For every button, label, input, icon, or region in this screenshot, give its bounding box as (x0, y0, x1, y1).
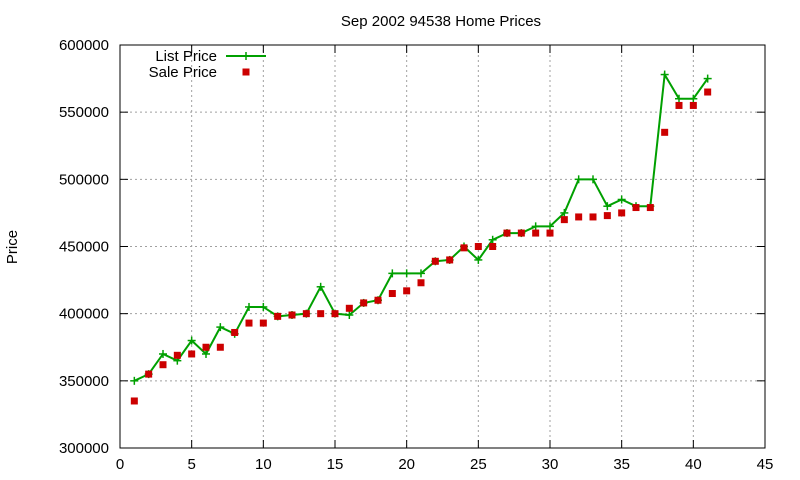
sale-price-point (403, 287, 411, 295)
sale-price-point (302, 310, 310, 318)
sale-price-point (661, 128, 669, 136)
list-price-point (574, 175, 583, 184)
sale-price-point (474, 243, 482, 250)
list-price-point (216, 323, 225, 332)
grid (120, 45, 765, 448)
list-price-point (316, 282, 325, 291)
x-tick-label: 5 (187, 456, 195, 473)
series-layer (130, 70, 712, 405)
chart-title: Sep 2002 94538 Home Prices (341, 13, 541, 30)
sale-price-point (446, 256, 454, 264)
x-tick-label: 25 (470, 456, 487, 473)
y-tick-label: 350000 (59, 373, 109, 390)
x-tick-label: 35 (613, 456, 630, 473)
list-price-point (345, 311, 354, 320)
sale-price-point (360, 299, 368, 307)
sale-price-point (288, 311, 296, 319)
list-price-point (474, 255, 483, 264)
legend-swatch-marker (242, 52, 250, 60)
list-price-point (689, 94, 698, 103)
sale-price-point (188, 350, 196, 358)
y-tick-label: 300000 (59, 440, 109, 457)
x-tick-label: 10 (255, 456, 272, 473)
sale-price-point (245, 319, 253, 327)
sale-price-point (689, 101, 697, 109)
sale-price-point (388, 290, 396, 298)
list-price-point (130, 376, 139, 385)
list-price-point (675, 94, 683, 103)
sale-price-point (173, 351, 181, 359)
list-price-point (703, 74, 712, 83)
sale-price-series (130, 88, 712, 405)
sale-price-point (374, 296, 382, 304)
sale-price-point (159, 361, 167, 369)
sale-price-point (618, 209, 626, 217)
plot-frame (119, 44, 766, 449)
list-price-point (589, 175, 597, 184)
sale-price-point (331, 310, 339, 318)
x-tick-label: 15 (327, 456, 344, 473)
y-tick-label: 550000 (59, 104, 109, 121)
sale-price-point (503, 229, 511, 237)
list-price-point (546, 222, 554, 231)
sale-price-point (130, 397, 138, 405)
sale-price-point (202, 343, 210, 351)
sale-price-point (603, 212, 611, 220)
legend-swatch-marker (242, 68, 250, 76)
x-tick-label: 0 (116, 456, 124, 473)
sale-price-point (259, 319, 267, 327)
list-price-point (402, 269, 411, 278)
sale-price-point (532, 229, 540, 237)
list-price-point (245, 302, 253, 311)
list-price-point (531, 222, 540, 231)
sale-price-point (216, 343, 224, 351)
sale-price-point (274, 312, 282, 320)
x-tick-label: 20 (398, 456, 415, 473)
y-tick-label: 400000 (59, 306, 109, 323)
y-tick-label: 500000 (59, 171, 109, 188)
sale-price-point (517, 229, 525, 237)
list-price-point (417, 269, 425, 278)
list-price-point (159, 349, 167, 358)
list-price-point (560, 208, 569, 217)
sale-price-point (231, 328, 239, 336)
sale-price-point (431, 257, 439, 265)
legend-label: List Price (155, 48, 217, 65)
sale-price-point (460, 244, 468, 252)
x-tick-label: 30 (542, 456, 559, 473)
sale-price-point (646, 204, 654, 212)
list-price-point (187, 336, 196, 345)
list-price-point (603, 202, 612, 211)
sale-price-point (575, 213, 583, 221)
x-tick-label: 45 (757, 456, 774, 473)
legend-label: Sale Price (149, 64, 217, 81)
list-price-point (259, 302, 268, 311)
sale-price-point (345, 304, 353, 312)
list-price-point (488, 235, 497, 244)
list-price-point (660, 70, 669, 79)
list-price-series (130, 70, 712, 385)
sale-price-point (417, 279, 425, 287)
y-axis-label: Price (4, 230, 21, 264)
sale-price-point (489, 243, 497, 250)
sale-price-point (560, 216, 568, 224)
y-tick-label: 450000 (59, 239, 109, 256)
sale-price-point (317, 310, 325, 318)
x-tick-label: 40 (685, 456, 702, 473)
sale-price-point (675, 101, 683, 109)
legend-item-sale-price: Sale Price (149, 64, 250, 81)
list-price-point (202, 349, 210, 358)
sale-price-point (546, 229, 554, 237)
y-tick-label: 600000 (59, 37, 109, 54)
sale-price-point (704, 88, 712, 96)
sale-price-point (589, 213, 597, 221)
list-price-point (388, 269, 397, 278)
list-price-point (617, 195, 626, 204)
tick-labels: 300000 350000 400000 450000 500000 550000 6000… (59, 37, 773, 473)
sale-price-point (632, 204, 640, 212)
sale-price-point (145, 370, 153, 378)
legend-item-list-price: List Price (155, 48, 266, 65)
